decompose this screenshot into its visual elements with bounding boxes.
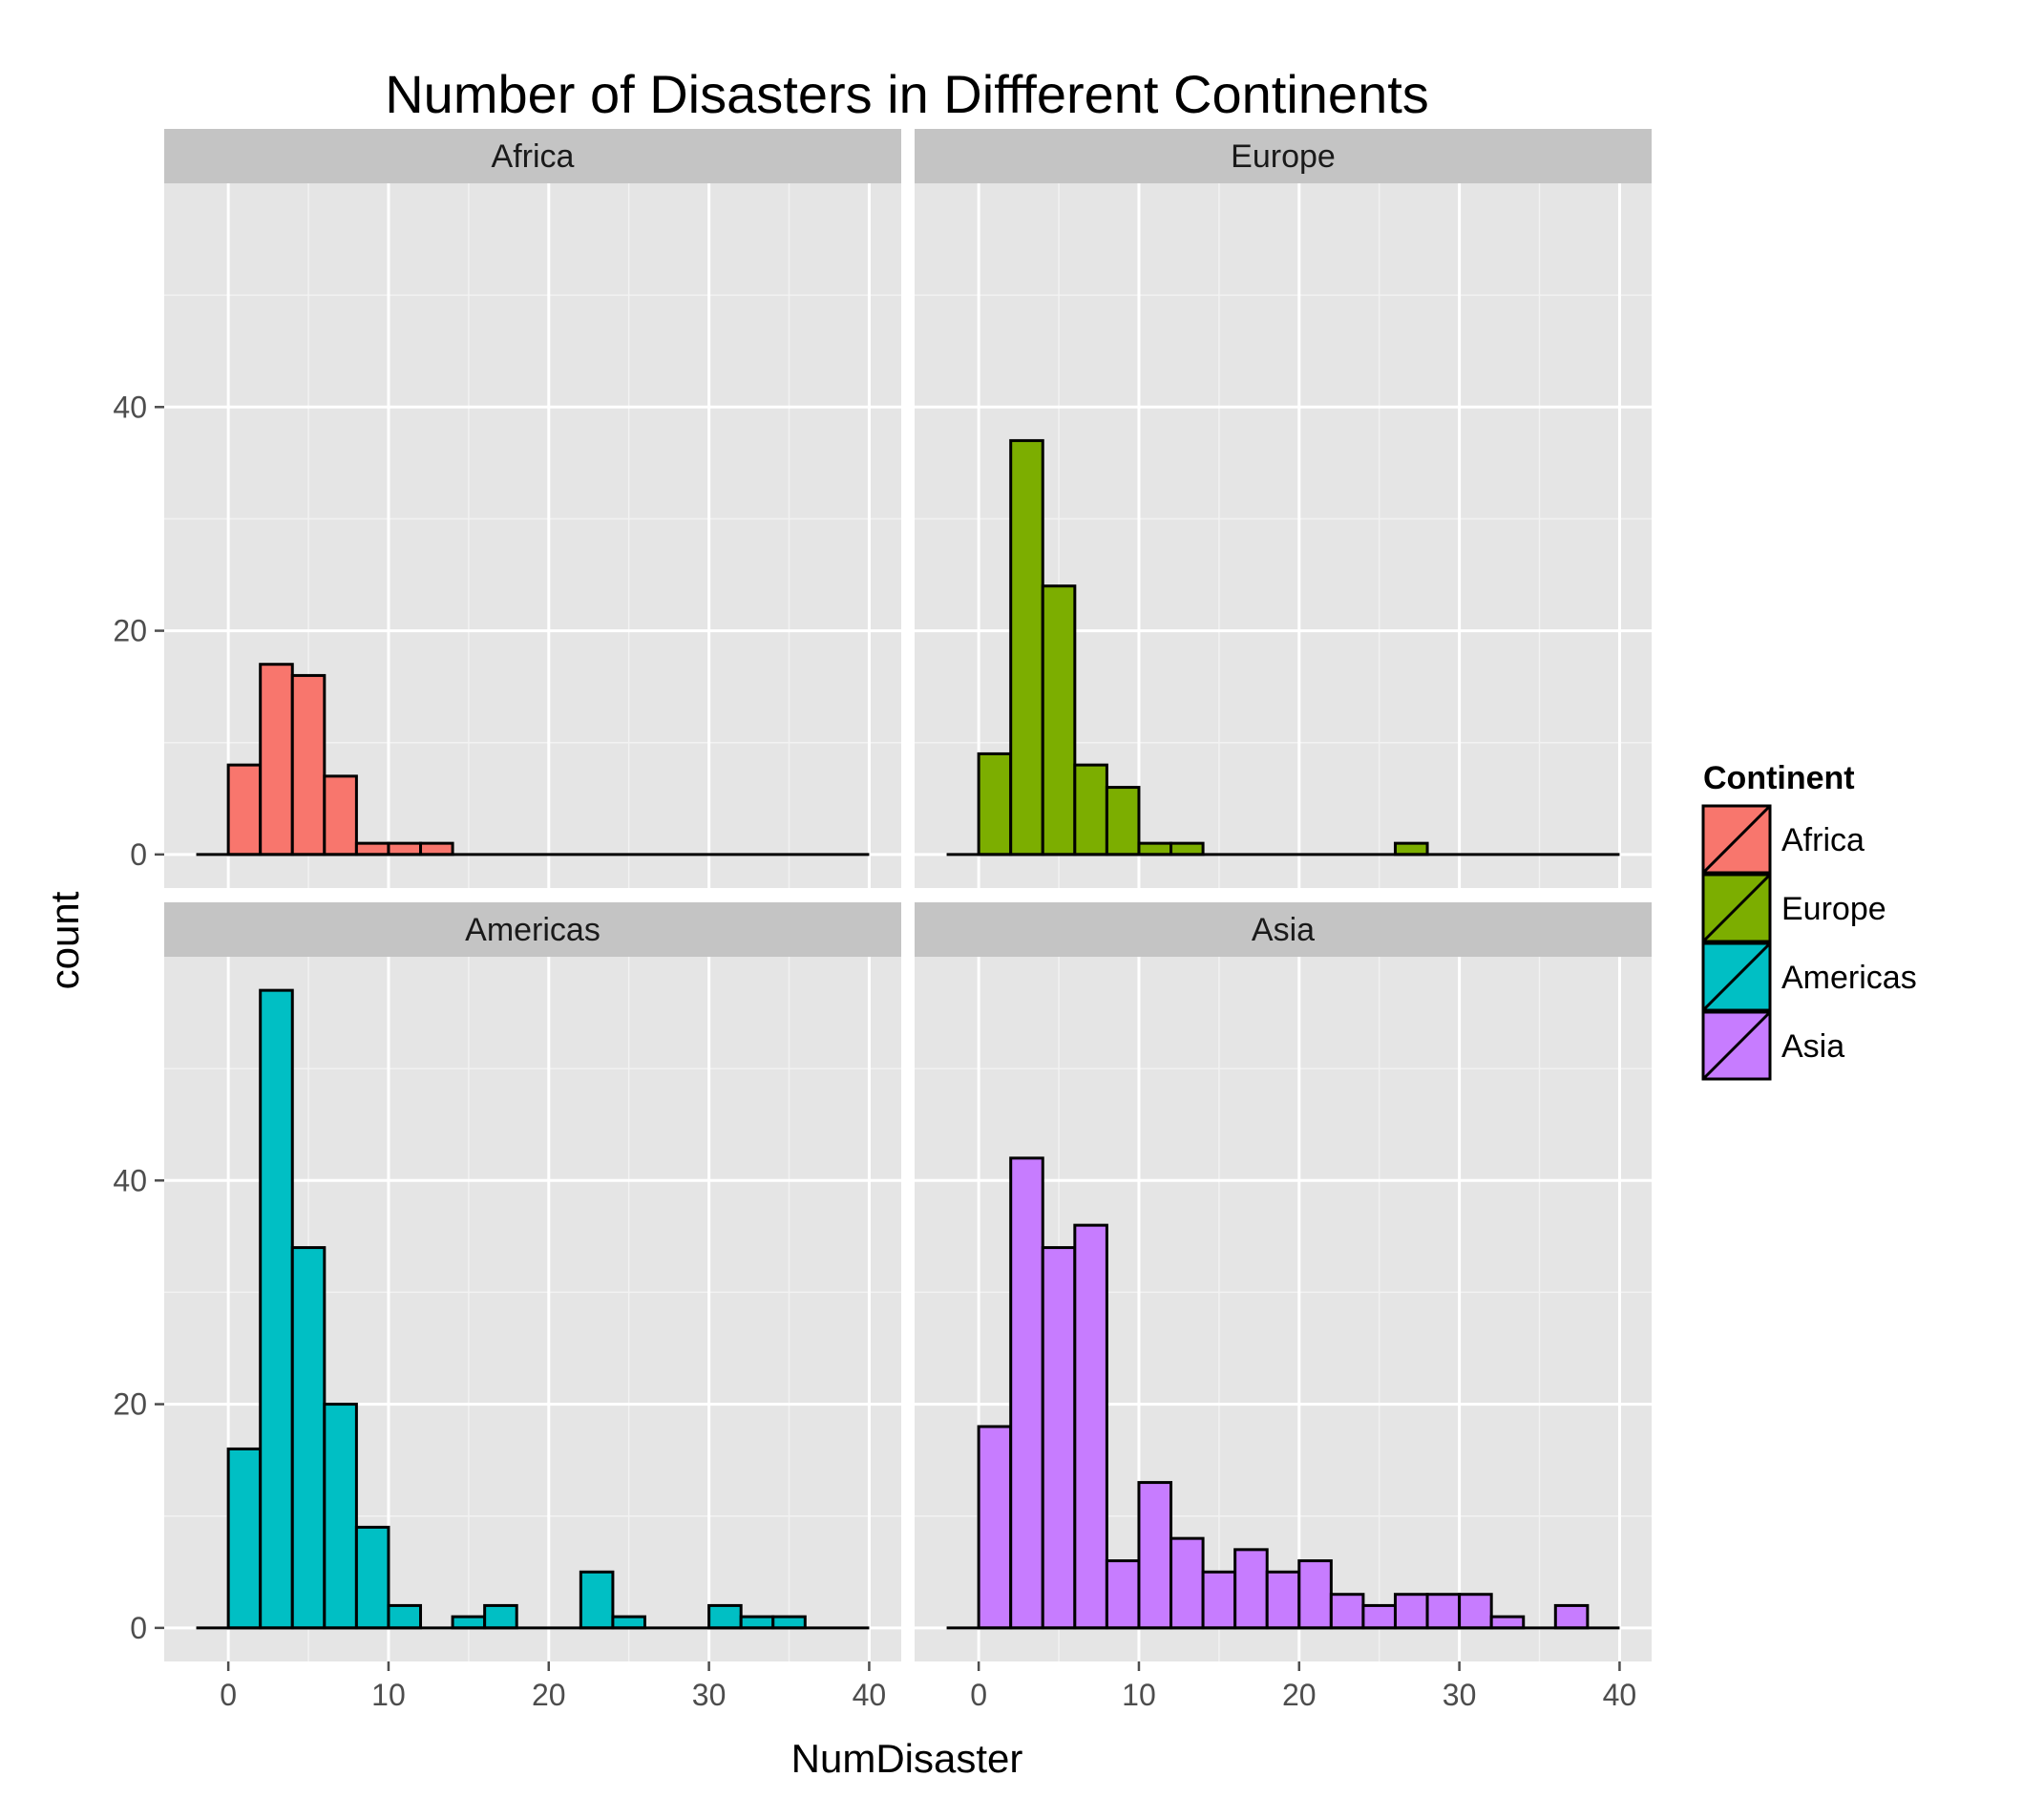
chart-title: Number of Disasters in Diffferent Contin… — [385, 64, 1429, 124]
x-tick-label: 40 — [1603, 1678, 1637, 1712]
histogram-bar — [1553, 1603, 1590, 1630]
legend-item-europe: Europe — [1701, 873, 1886, 943]
histogram-bar — [771, 1615, 807, 1630]
histogram-bar — [323, 774, 358, 857]
legend-label: Asia — [1781, 1028, 1844, 1065]
histogram-bar — [1489, 1615, 1526, 1630]
histogram-bar — [1170, 841, 1205, 857]
y-axis-title: count — [42, 891, 87, 989]
facet-strip — [164, 129, 901, 183]
histogram-bar — [387, 1603, 423, 1630]
x-tick-label: 30 — [692, 1678, 727, 1712]
histogram-bar — [977, 1425, 1013, 1630]
histogram-bar — [259, 988, 294, 1630]
histogram-bar — [1105, 1559, 1141, 1630]
histogram-bar — [1073, 763, 1108, 857]
x-tick-label: 0 — [970, 1678, 987, 1712]
histogram-bar — [1041, 584, 1077, 857]
panel-europe: Europe — [915, 129, 1652, 888]
histogram-bar — [1458, 1593, 1493, 1630]
histogram-bar — [1137, 1481, 1173, 1630]
histogram-bar — [707, 1603, 743, 1630]
histogram-bar — [1329, 1593, 1365, 1630]
histogram-bar — [354, 1525, 390, 1630]
legend-item-americas: Americas — [1701, 941, 1917, 1012]
histogram-bar — [419, 841, 454, 857]
y-tick-label: 20 — [113, 1387, 147, 1422]
histogram-bar — [290, 673, 327, 857]
histogram-bar — [977, 751, 1013, 857]
legend-item-africa: Africa — [1701, 804, 1865, 875]
histogram-bar — [1009, 438, 1044, 857]
legend-item-asia: Asia — [1701, 1010, 1844, 1081]
x-tick-label: 30 — [1443, 1678, 1477, 1712]
histogram-bar — [226, 1447, 263, 1630]
x-tick-label: 20 — [1282, 1678, 1317, 1712]
legend-label: Americas — [1781, 960, 1917, 996]
x-tick-label: 10 — [1122, 1678, 1156, 1712]
histogram-bar — [1105, 786, 1141, 857]
facet-strip-label: Americas — [465, 912, 601, 948]
histogram-bar — [1009, 1156, 1044, 1630]
legend-title: Continent — [1703, 760, 1855, 796]
histogram-bar — [1393, 1593, 1429, 1630]
histogram-bar — [259, 663, 294, 857]
panel-africa: Africa 0 20 40 — [113, 129, 901, 888]
x-tick-label: 20 — [532, 1678, 566, 1712]
histogram-bar — [451, 1615, 487, 1630]
y-tick-label: 0 — [130, 1611, 147, 1645]
histogram-bar — [1170, 1536, 1205, 1630]
histogram-bar — [1201, 1570, 1237, 1630]
histogram-bar — [1041, 1246, 1077, 1630]
histogram-bar — [1297, 1559, 1333, 1630]
legend-key-slash — [1701, 804, 1772, 875]
legend: Continent Africa Europe Americas Asia — [1701, 760, 1917, 1081]
facet-strip — [915, 902, 1652, 957]
histogram-bar — [354, 841, 390, 857]
legend-label: Africa — [1781, 822, 1865, 858]
x-tick-label: 40 — [853, 1678, 887, 1712]
legend-key-slash — [1701, 1010, 1772, 1081]
histogram-bar — [1361, 1603, 1397, 1630]
facet-strip-label: Asia — [1252, 912, 1315, 948]
histogram-bar — [290, 1246, 327, 1630]
histogram-bar — [323, 1403, 358, 1630]
histogram-bar — [1393, 841, 1429, 857]
facet-strip-label: Europe — [1231, 138, 1336, 175]
x-tick-label: 0 — [220, 1678, 237, 1712]
facet-strip-label: Africa — [492, 138, 575, 175]
legend-key-slash — [1701, 941, 1772, 1012]
y-tick-label: 0 — [130, 837, 147, 872]
histogram-bar — [1137, 841, 1173, 857]
facet-strip — [164, 902, 901, 957]
histogram-bar — [387, 841, 423, 857]
x-axis-title: NumDisaster — [791, 1736, 1023, 1781]
histogram-bar — [1233, 1548, 1269, 1630]
histogram-bar — [1425, 1593, 1462, 1630]
histogram-bar — [611, 1615, 646, 1630]
legend-key-slash — [1701, 873, 1772, 943]
legend-label: Europe — [1781, 891, 1886, 927]
histogram-bar — [1265, 1570, 1301, 1630]
x-tick-label: 10 — [371, 1678, 406, 1712]
histogram-bar — [739, 1615, 775, 1630]
histogram-bar — [1073, 1223, 1108, 1630]
y-tick-label: 40 — [113, 1163, 147, 1197]
panel-americas: Americas 0 20 40 0 10 20 30 40 — [113, 902, 901, 1712]
histogram-bar — [483, 1603, 518, 1630]
histogram-bar — [226, 763, 263, 857]
histogram-bar — [579, 1570, 615, 1630]
panel-asia: Asia 0 10 20 30 40 — [915, 902, 1652, 1712]
y-tick-label: 20 — [113, 614, 147, 648]
facet-strip — [915, 129, 1652, 183]
y-tick-label: 40 — [113, 390, 147, 424]
